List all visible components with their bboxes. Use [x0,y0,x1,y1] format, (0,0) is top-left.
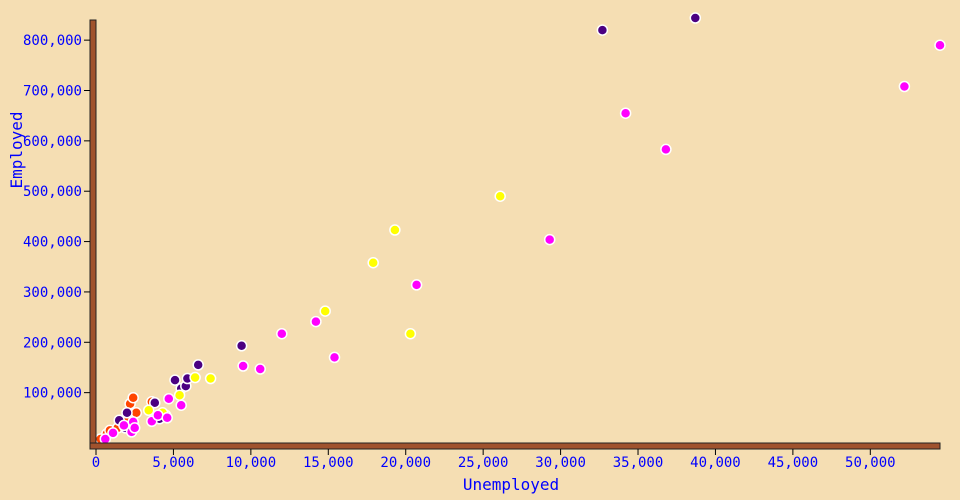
data-point [169,374,181,386]
data-point [189,371,201,384]
data-point [163,392,175,405]
data-point [152,409,164,422]
x-tick-label: 40,000 [690,455,741,471]
x-axis-line [89,442,941,450]
x-tick-label: 25,000 [458,455,509,471]
y-tick-label: 400,000 [23,235,82,251]
data-point [310,315,322,328]
x-tick-label: 35,000 [613,455,664,471]
data-point [121,407,133,419]
data-point [276,327,288,340]
data-point [107,427,119,439]
data-point [192,359,204,371]
data-point [404,327,417,340]
x-tick-label: 5,000 [152,455,194,471]
data-point [319,305,331,317]
y-tick-label: 800,000 [23,33,82,49]
y-tick-label: 600,000 [23,134,82,150]
data-point [494,190,506,202]
data-point [410,279,423,291]
y-axis-title: Employed [7,111,26,188]
data-point [543,233,556,246]
data-point [596,24,609,36]
y-tick-label: 100,000 [23,386,82,402]
y-tick-label: 700,000 [23,84,82,100]
x-tick-label: 50,000 [845,455,896,471]
y-axis-ticks: 100,000 200,000 300,000 400,000 500,000 600,0… [23,33,90,402]
x-tick-label: 30,000 [535,455,586,471]
data-point [689,12,702,24]
data-point [254,363,266,375]
x-tick-label: 10,000 [226,455,277,471]
data-point [898,80,911,93]
data-point [149,396,161,409]
x-tick-label: 20,000 [380,455,431,471]
x-tick-label: 45,000 [768,455,819,471]
data-point [660,143,672,156]
x-tick-label: 0 [92,455,100,471]
data-point [235,340,248,352]
data-point [175,399,187,411]
data-point [934,39,946,51]
y-tick-label: 300,000 [23,285,82,301]
data-point [142,404,155,417]
data-point [127,391,139,404]
data-point [173,389,186,401]
data-point [328,351,341,364]
data-point [204,372,217,385]
x-axis-ticks: 0 5,000 10,000 15,000 20,000 25,000 30,000 35,0… [92,449,896,471]
data-point [367,256,379,269]
data-point [161,412,173,424]
y-tick-label: 500,000 [23,184,82,200]
y-tick-label: 200,000 [23,335,82,351]
y-axis-line [89,19,97,445]
x-axis-title: Unemployed [463,475,559,494]
data-points [94,12,946,445]
data-point [237,360,249,372]
data-point [128,422,141,434]
data-point [389,224,401,236]
x-tick-label: 15,000 [303,455,354,471]
data-point [619,107,632,119]
